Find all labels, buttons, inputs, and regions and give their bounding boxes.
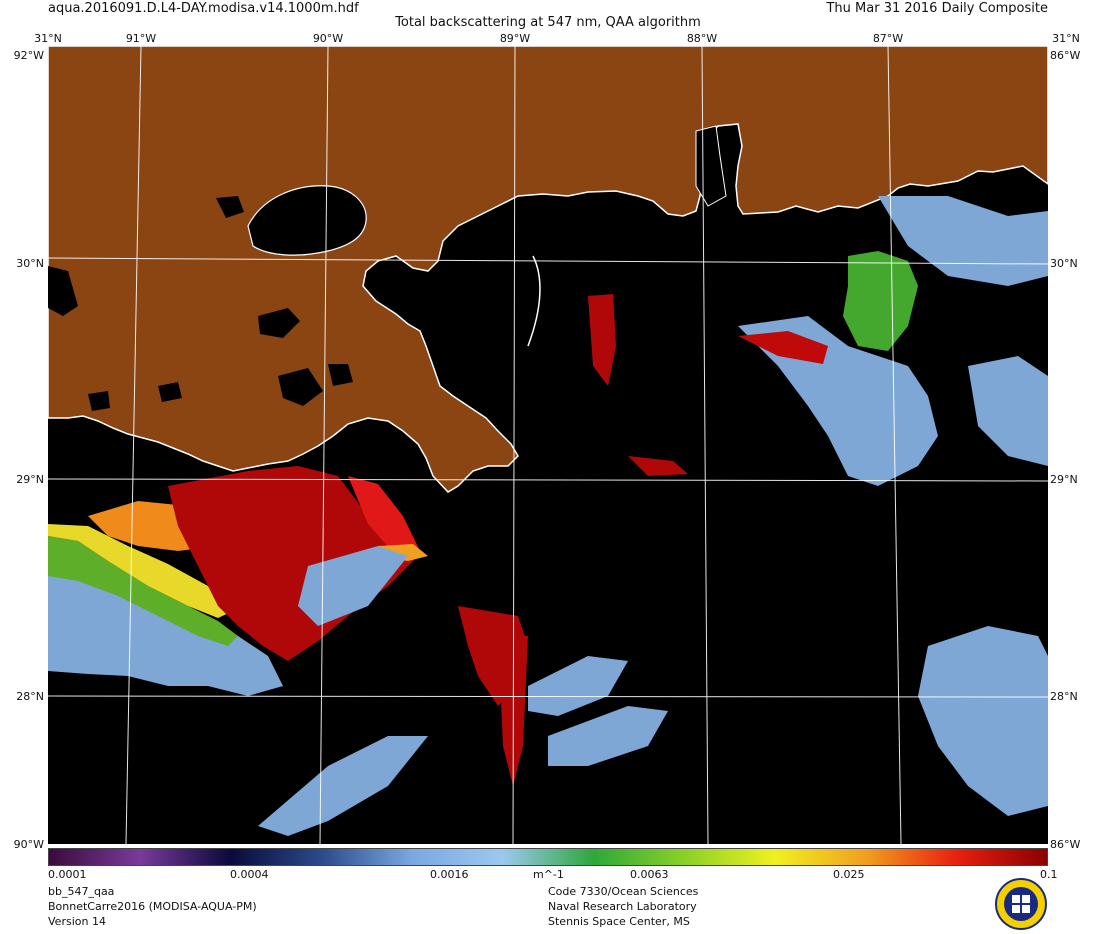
footer-center: Code 7330/Ocean Sciences Naval Research … bbox=[548, 884, 698, 929]
composite-date: Thu Mar 31 2016 Daily Composite bbox=[826, 1, 1048, 16]
south-blue-streak-4 bbox=[298, 546, 408, 626]
lon-label-90w: 90°W bbox=[312, 32, 344, 45]
product-name: bb_547_qaa bbox=[48, 885, 115, 898]
colorbar-tick-1: 0.0004 bbox=[230, 868, 269, 881]
chandeleur-islands bbox=[527, 255, 541, 347]
corner-lat-top-left: 31°N bbox=[34, 32, 62, 45]
inland-lake-5 bbox=[328, 364, 353, 386]
south-blue-streak-3 bbox=[548, 706, 668, 766]
lon-label-91w: 91°W bbox=[125, 32, 157, 45]
footer-left: bb_547_qaa BonnetCarre2016 (MODISA-AQUA-… bbox=[48, 884, 257, 929]
east-blue-scatter bbox=[968, 356, 1048, 466]
inland-lake-2 bbox=[48, 266, 78, 316]
corner-lon-top-left: 92°W bbox=[13, 49, 44, 62]
lat-label-29n-right: 29°N bbox=[1050, 473, 1078, 486]
org-name: Naval Research Laboratory bbox=[548, 900, 697, 913]
lake-pontchartrain bbox=[247, 185, 367, 256]
graticule bbox=[48, 46, 1048, 844]
org-location: Stennis Space Center, MS bbox=[548, 915, 690, 928]
corner-lat-top-right: 31°N bbox=[1052, 32, 1080, 45]
colorbar-units: m^-1 bbox=[533, 868, 564, 881]
corner-lon-bottom-right: 86°W bbox=[1050, 838, 1081, 851]
inland-lake-3 bbox=[278, 368, 323, 406]
backscatter-map[interactable] bbox=[48, 46, 1048, 844]
east-blue-plume bbox=[738, 316, 938, 486]
colorbar-tick-0: 0.0001 bbox=[48, 868, 87, 881]
inland-lake-4 bbox=[88, 391, 110, 411]
east-green-patch bbox=[843, 251, 918, 351]
north-red-streak-2 bbox=[628, 456, 688, 476]
se-blue-field bbox=[918, 626, 1048, 816]
lake-maurepas bbox=[216, 196, 244, 218]
nrl-seal-icon bbox=[995, 878, 1047, 930]
lat-label-28n-left: 28°N bbox=[16, 690, 44, 703]
lon-label-89w: 89°W bbox=[499, 32, 531, 45]
map-canvas bbox=[48, 46, 1048, 844]
north-red-streak-1 bbox=[588, 294, 616, 386]
lat-label-29n-left: 29°N bbox=[16, 473, 44, 486]
south-blue-streak-1 bbox=[258, 736, 428, 836]
east-red-patch bbox=[738, 331, 828, 364]
lon-label-88w: 88°W bbox=[686, 32, 718, 45]
corner-lon-top-right: 86°W bbox=[1050, 49, 1081, 62]
plume-red-edge bbox=[348, 476, 420, 558]
colorbar bbox=[48, 848, 1048, 866]
colorbar-tick-5: 0.025 bbox=[833, 868, 865, 881]
inland-lake-1 bbox=[258, 308, 300, 338]
colorbar-tick-2: 0.0016 bbox=[430, 868, 469, 881]
lat-label-30n-left: 30°N bbox=[16, 257, 44, 270]
dataset-name: BonnetCarre2016 (MODISA-AQUA-PM) bbox=[48, 900, 257, 913]
colorbar-tick-4: 0.0063 bbox=[630, 868, 669, 881]
south-blue-streak-2 bbox=[528, 656, 628, 716]
lon-label-87w: 87°W bbox=[872, 32, 904, 45]
version-label: Version 14 bbox=[48, 915, 106, 928]
plume-blue-sw bbox=[48, 566, 283, 696]
lat-label-28n-right: 28°N bbox=[1050, 690, 1078, 703]
plume-green bbox=[48, 536, 238, 646]
file-name: aqua.2016091.D.L4-DAY.modisa.v14.1000m.h… bbox=[48, 1, 359, 16]
plume-yellow bbox=[48, 524, 233, 618]
product-title: Total backscattering at 547 nm, QAA algo… bbox=[395, 15, 701, 30]
inland-lake-6 bbox=[158, 382, 182, 402]
plume-red-main bbox=[168, 466, 418, 661]
corner-lon-bottom-left: 90°W bbox=[13, 838, 44, 851]
org-code: Code 7330/Ocean Sciences bbox=[548, 885, 699, 898]
lat-label-30n-right: 30°N bbox=[1050, 257, 1078, 270]
colorbar-tick-6: 0.1 bbox=[1040, 868, 1058, 881]
